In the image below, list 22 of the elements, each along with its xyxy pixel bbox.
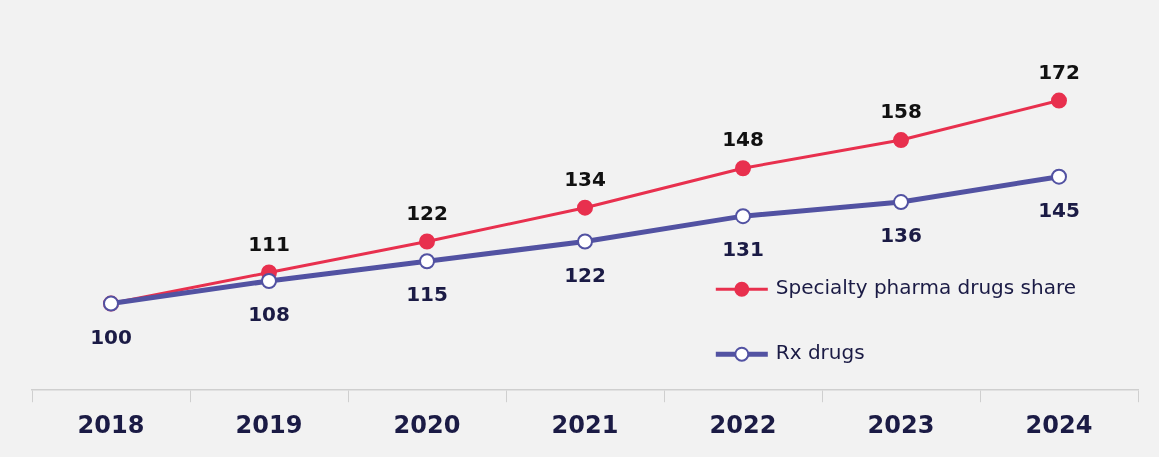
data-label: 158: [880, 99, 922, 124]
x-tick-label: 2019: [235, 410, 303, 439]
data-label: 100: [90, 324, 132, 349]
x-tick-label: 2023: [867, 410, 935, 439]
data-label: 136: [880, 223, 922, 248]
data-label: 145: [1038, 197, 1080, 222]
data-label: 115: [406, 282, 448, 307]
data-label: 122: [406, 200, 448, 225]
x-tick-label: 2022: [709, 410, 777, 439]
x-tick-label: 2020: [393, 410, 461, 439]
data-label: 131: [722, 237, 764, 262]
legend-label: Rx drugs: [775, 340, 865, 365]
data-label: 108: [248, 302, 290, 327]
data-label: 134: [564, 166, 606, 191]
x-tick-label: 2024: [1025, 410, 1093, 439]
data-label: 148: [722, 127, 764, 152]
x-tick-label: 2018: [77, 410, 145, 439]
legend-label: Specialty pharma drugs share: [775, 275, 1077, 300]
x-tick-label: 2021: [551, 410, 619, 439]
data-label: 111: [248, 231, 290, 256]
data-label: 122: [564, 262, 606, 287]
data-label: 172: [1038, 59, 1080, 84]
